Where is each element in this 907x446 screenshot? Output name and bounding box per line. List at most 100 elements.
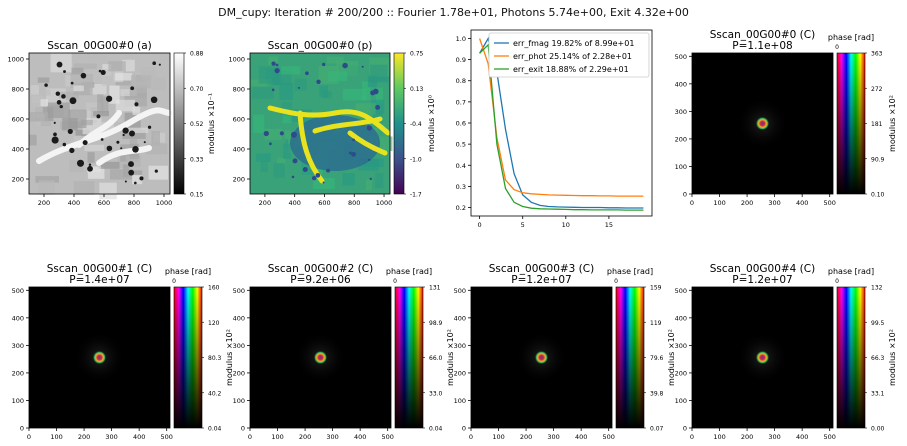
image-texture (132, 174, 143, 185)
image-bright-ridge (36, 107, 172, 164)
x-tick-label: 0 (690, 433, 694, 441)
colorbar-tick-label: 120 (208, 320, 220, 327)
colorbar-tick-label: 79.6 (650, 355, 664, 362)
x-tick-label: 400 (354, 433, 366, 441)
y-tick-label: 1000 (228, 56, 245, 64)
image-texture (98, 161, 120, 169)
image-dark-particle (134, 181, 137, 185)
probe-spot (92, 350, 107, 365)
colorbar-top-title: phase [rad] (828, 33, 874, 42)
y-tick-label: 300 (12, 342, 24, 350)
x-tick-label: 600 (98, 199, 110, 207)
x-tick-label: 100 (271, 433, 283, 441)
image-texture (125, 155, 141, 167)
image-texture (29, 112, 49, 122)
colorbar-label: modulus ×10² (446, 329, 455, 386)
colorbar-top-tick: 0 (835, 44, 839, 51)
y-tick-label: 500 (12, 287, 24, 295)
image-dark-particle (315, 172, 321, 178)
x-tick-label: 500 (823, 433, 835, 441)
image-dark-particle (98, 69, 102, 73)
image-texture (253, 114, 265, 133)
image-texture (148, 165, 169, 180)
image-texture (39, 168, 56, 179)
image-texture (294, 78, 307, 91)
colorbar (174, 53, 184, 194)
image-dark-particle (291, 131, 297, 138)
image-dark-particle (274, 68, 280, 74)
colorbar-tick-label: 363 (871, 51, 883, 58)
image-dark-particle (366, 125, 373, 131)
panel-subtitle: P=1.2e+07 (511, 274, 571, 286)
colorbar-tick-label: 90.9 (871, 156, 885, 163)
image-texture (131, 75, 152, 89)
image-dark-particle (69, 97, 77, 105)
image-texture (108, 61, 126, 72)
y-tick-label: 200 (12, 369, 24, 377)
image-texture (74, 63, 97, 72)
image-texture (252, 86, 274, 99)
x-tick-label: 200 (259, 199, 271, 207)
colorbar-tick-label: 181 (871, 121, 883, 128)
colorbar-tick-label: -1.0 (410, 156, 422, 163)
colorbar-top-tick: 0 (393, 278, 397, 285)
image-texture (33, 103, 43, 119)
colorbar-tick-label: 272 (871, 86, 883, 93)
image-texture (131, 170, 143, 176)
colorbar-label: modulus ×10² (225, 329, 234, 386)
y-tick-label: 0.2 (456, 204, 466, 212)
image-texture (109, 85, 120, 104)
image-texture (37, 77, 50, 83)
x-tick-label: 300 (326, 433, 338, 441)
image-dark-particle (120, 147, 123, 150)
y-tick-label: 200 (12, 176, 24, 184)
colorbar-tick-label: 33.0 (429, 390, 443, 397)
colorbar-label: modulus ×10² (667, 329, 676, 386)
image-dark-particle (61, 94, 66, 99)
x-tick-label: 200 (741, 199, 753, 207)
y-tick-label: 300 (454, 342, 466, 350)
image-texture (268, 56, 279, 66)
series-line-0 (479, 36, 644, 209)
image-texture (327, 71, 348, 82)
image-dark-particle (82, 140, 88, 146)
panel-7: 0 100 200 300 400 500 0 100 200 300 400 500 Sscan_00… (675, 263, 897, 441)
axes-frame (691, 52, 834, 195)
colorbar-tick-label: 33.1 (871, 390, 885, 397)
x-tick-label: 200 (741, 433, 753, 441)
image-dark-particle (342, 62, 348, 69)
colorbar-tick-label: 0.70 (190, 86, 204, 93)
image-dark-particle (302, 167, 308, 173)
image-dark-particle (269, 142, 272, 146)
image-texture (264, 128, 283, 140)
x-tick-label: 0 (469, 433, 473, 441)
image-dark-particle (150, 96, 158, 104)
legend-box (488, 32, 650, 78)
image-texture (140, 67, 156, 78)
y-tick-label: 200 (675, 135, 687, 143)
image-dark-particle (51, 136, 59, 144)
figure-suptitle: DM_cupy: Iteration # 200/200 :: Fourier … (218, 6, 689, 19)
panel-subtitle: P=1.4e+07 (69, 274, 129, 286)
x-tick-label: 0 (248, 433, 252, 441)
panel-subtitle: P=9.2e+06 (290, 274, 351, 286)
image-texture (278, 66, 301, 75)
image-texture (120, 89, 137, 97)
y-tick-label: 400 (675, 314, 687, 322)
y-tick-label: 400 (233, 314, 245, 322)
y-tick-label: 100 (454, 397, 466, 405)
y-tick-label: 400 (233, 146, 245, 154)
x-tick-label: 500 (602, 433, 614, 441)
colorbar-shade (837, 287, 865, 428)
x-tick-label: 0 (27, 433, 31, 441)
x-tick-label: 200 (520, 433, 532, 441)
y-tick-label: 100 (233, 397, 245, 405)
image-bright-ridge (76, 110, 122, 148)
image-texture (32, 95, 45, 104)
y-tick-label: 0.6 (456, 120, 466, 128)
image-dark-particle (154, 169, 158, 173)
colorbar-tick-label: -0.4 (410, 121, 422, 128)
image-texture (58, 91, 79, 99)
image-texture (73, 85, 84, 92)
probe-spot (313, 350, 328, 365)
